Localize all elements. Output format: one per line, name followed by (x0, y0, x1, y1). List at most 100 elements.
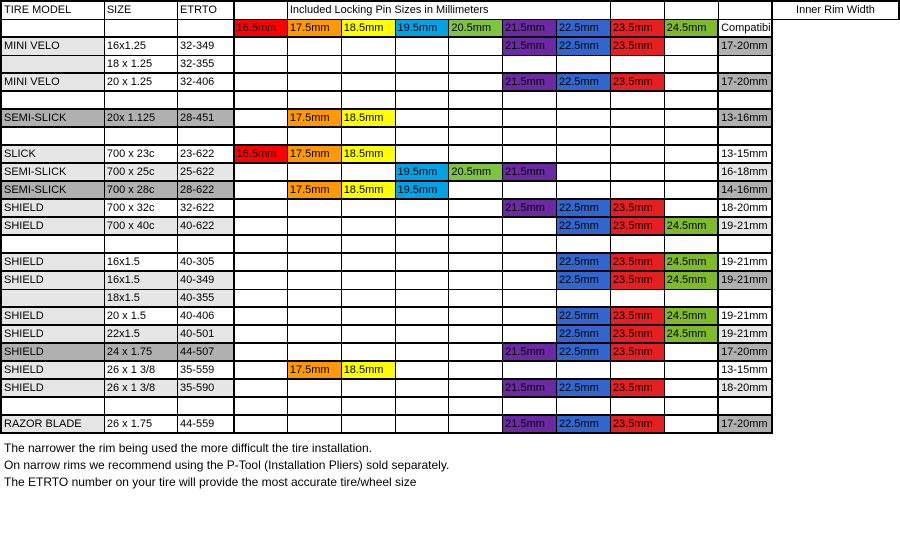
pin-cell: 21.5mm (503, 199, 557, 217)
pin-cell: 22.5mm (557, 415, 611, 433)
pin-cell: 24.5mm (664, 271, 718, 289)
size-cell: 700 x 25c (104, 163, 177, 181)
pin-cell (341, 415, 395, 433)
pin-header-8: 24.5mm (664, 19, 718, 37)
etrto-cell: 32-349 (178, 37, 234, 55)
etrto-cell: 32-406 (178, 73, 234, 91)
pin-cell (395, 55, 449, 73)
etrto-cell: 44-559 (178, 415, 234, 433)
pin-cell (610, 55, 664, 73)
pin-cell (449, 361, 503, 379)
rim-cell: 17-20mm (718, 343, 772, 361)
pin-cell: 22.5mm (557, 379, 611, 397)
pin-cell (234, 199, 288, 217)
size-cell: 18x1.5 (104, 289, 177, 307)
hdr-rim-2: Compatibility (718, 19, 772, 37)
tire-model-cell: SEMI-SLICK (1, 181, 104, 199)
pin-cell (287, 199, 341, 217)
pin-header-2: 18.5mm (341, 19, 395, 37)
pin-cell (610, 145, 664, 163)
pin-cell (341, 55, 395, 73)
pin-cell (449, 199, 503, 217)
size-cell: 16x1.5 (104, 253, 177, 271)
tire-model-cell: SHIELD (1, 217, 104, 235)
tire-model-cell: SHIELD (1, 199, 104, 217)
pin-cell: 24.5mm (664, 325, 718, 343)
pin-cell (234, 289, 288, 307)
pin-cell: 20.5mm (449, 163, 503, 181)
pin-cell (395, 199, 449, 217)
pin-cell: 18.5mm (341, 361, 395, 379)
etrto-cell: 35-559 (178, 361, 234, 379)
pin-cell (395, 325, 449, 343)
pin-cell: 23.5mm (610, 199, 664, 217)
tire-compatibility-table: TIRE MODELSIZEETRTOIncluded Locking Pin … (0, 0, 900, 434)
rim-cell: 19-21mm (718, 307, 772, 325)
pin-header-5: 21.5mm (503, 19, 557, 37)
pin-cell (287, 343, 341, 361)
pin-cell (234, 343, 288, 361)
size-cell: 26 x 1 3/8 (104, 361, 177, 379)
pin-cell (664, 181, 718, 199)
pin-cell (557, 289, 611, 307)
pin-cell (664, 343, 718, 361)
pin-cell (449, 253, 503, 271)
pin-cell (449, 271, 503, 289)
pin-cell (395, 307, 449, 325)
pin-cell: 21.5mm (503, 37, 557, 55)
tire-model-cell: SEMI-SLICK (1, 109, 104, 127)
pin-cell (503, 109, 557, 127)
pin-cell (557, 145, 611, 163)
pin-cell (557, 361, 611, 379)
rim-cell: 19-21mm (718, 325, 772, 343)
tire-model-cell: MINI VELO (1, 73, 104, 91)
pin-cell (234, 361, 288, 379)
pin-cell: 23.5mm (610, 253, 664, 271)
rim-cell: 17-20mm (718, 37, 772, 55)
etrto-cell: 40-622 (178, 217, 234, 235)
pin-cell (664, 73, 718, 91)
pin-cell: 18.5mm (341, 109, 395, 127)
pin-cell (234, 55, 288, 73)
tire-model-cell: MINI VELO (1, 37, 104, 55)
hdr-size: SIZE (104, 1, 177, 19)
pin-cell (664, 199, 718, 217)
pin-cell: 19.5mm (395, 181, 449, 199)
etrto-cell: 40-305 (178, 253, 234, 271)
hdr-etrto: ETRTO (178, 1, 234, 19)
etrto-cell: 40-501 (178, 325, 234, 343)
pin-cell: 18.5mm (341, 181, 395, 199)
pin-cell (449, 415, 503, 433)
pin-cell: 23.5mm (610, 379, 664, 397)
pin-cell (395, 415, 449, 433)
pin-cell (664, 415, 718, 433)
etrto-cell: 40-406 (178, 307, 234, 325)
size-cell: 700 x 28c (104, 181, 177, 199)
pin-header-1: 17.5mm (287, 19, 341, 37)
tire-model-cell: SEMI-SLICK (1, 163, 104, 181)
size-cell: 18 x 1.25 (104, 55, 177, 73)
pin-cell (557, 163, 611, 181)
pin-cell: 22.5mm (557, 73, 611, 91)
size-cell: 26 x 1.75 (104, 415, 177, 433)
pin-cell (664, 163, 718, 181)
rim-cell: 13-15mm (718, 145, 772, 163)
size-cell: 20 x 1.5 (104, 307, 177, 325)
pin-cell (341, 37, 395, 55)
hdr-tire-model: TIRE MODEL (1, 1, 104, 19)
rim-cell: 16-18mm (718, 163, 772, 181)
pin-cell (234, 415, 288, 433)
pin-cell (449, 37, 503, 55)
pin-cell (395, 271, 449, 289)
pin-cell (234, 181, 288, 199)
pin-cell: 23.5mm (610, 415, 664, 433)
pin-cell (664, 55, 718, 73)
pin-cell: 23.5mm (610, 73, 664, 91)
pin-cell (287, 379, 341, 397)
pin-cell: 23.5mm (610, 37, 664, 55)
pin-cell (234, 271, 288, 289)
pin-cell (341, 199, 395, 217)
pin-cell: 22.5mm (557, 217, 611, 235)
pin-cell (449, 343, 503, 361)
pin-header-4: 20.5mm (449, 19, 503, 37)
